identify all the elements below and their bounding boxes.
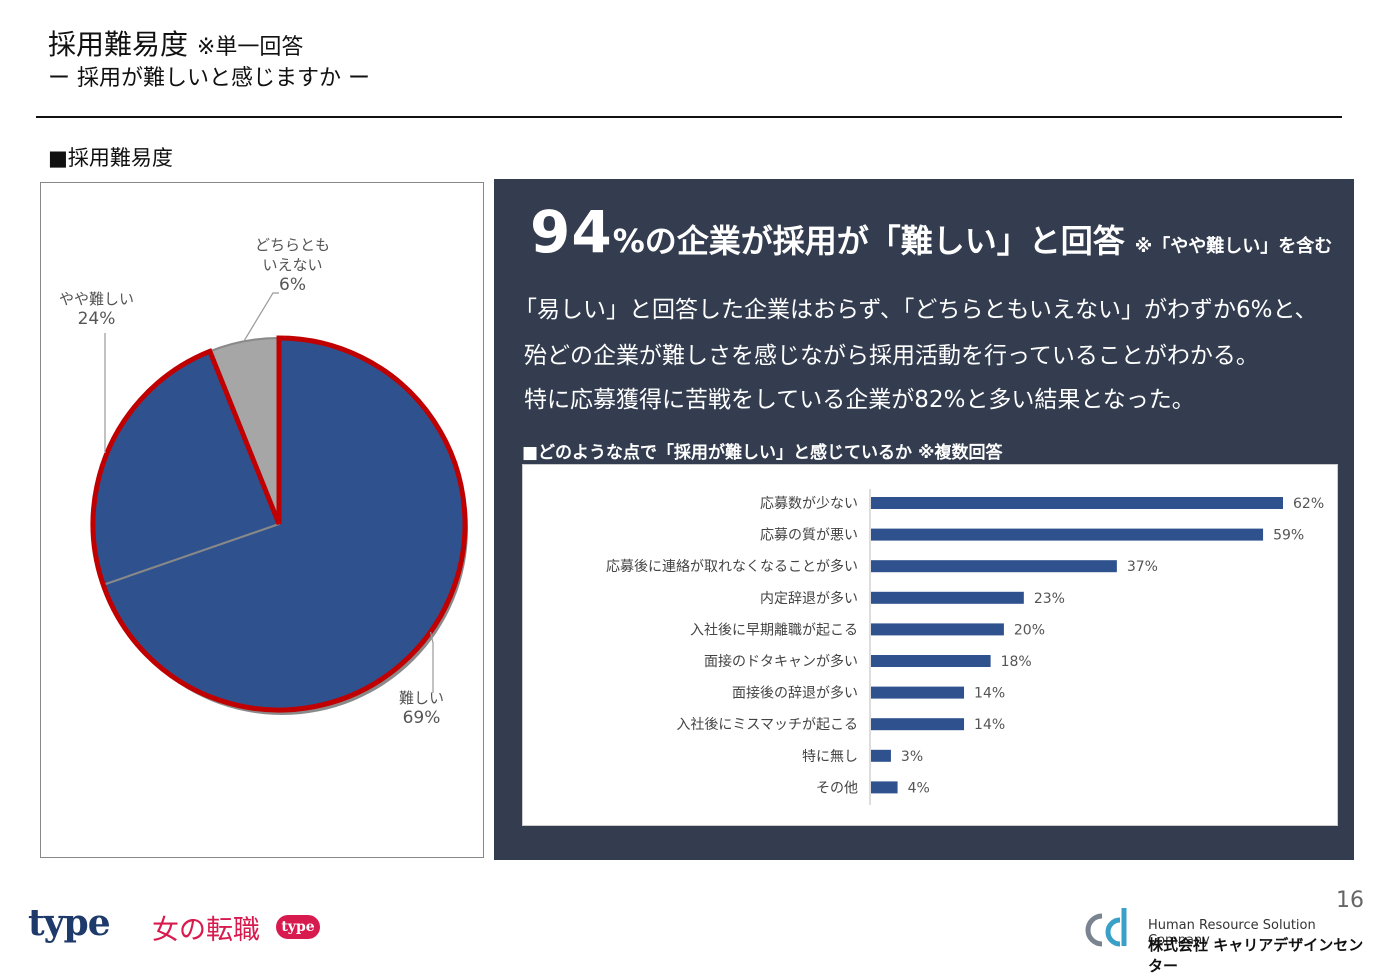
pie-label-difficult: 難しい 69% <box>399 688 444 728</box>
bar-category-label: 応募数が少ない <box>760 496 858 512</box>
cdc-japanese-name: 株式会社 キャリアデザインセンター <box>1148 936 1364 975</box>
bar-category-label: 応募後に連絡が取れなくなることが多い <box>606 558 858 575</box>
bar-value-label: 4% <box>908 780 930 796</box>
pie-chart <box>90 292 468 715</box>
cdc-logo-icon <box>1085 908 1127 947</box>
bar-2 <box>871 528 1264 541</box>
bar-4 <box>871 591 1024 604</box>
bar-8 <box>871 718 965 731</box>
bar-value-label: 37% <box>1127 559 1158 575</box>
page-title: 採用難易度 ※単一回答 <box>48 28 304 61</box>
pie-label-somewhat-difficult: やや難しい 24% <box>59 289 134 329</box>
bar-chart-panel: 応募数が少ない 62% 応募の質が悪い 59% 応募後に連絡が取れなくなることが多い 37… <box>522 464 1338 826</box>
page-number: 16 <box>1336 888 1364 913</box>
pie-label-neither: どちらとも いえない 6% <box>255 235 330 295</box>
bar-value-label: 23% <box>1034 591 1065 607</box>
bar-value-label: 62% <box>1293 496 1324 512</box>
pie-label-neither-line2: いえない <box>262 256 323 274</box>
pie-label-somewhat-name: やや難しい <box>59 290 135 308</box>
pie-label-difficult-pct: 69% <box>402 708 441 728</box>
bar-5 <box>871 623 1004 636</box>
bar-value-label: 20% <box>1014 622 1045 638</box>
body-line-2: 殆どの企業が難しさを感じながら採用活動を行っていることがわかる。 <box>524 343 1259 369</box>
title-note: ※単一回答 <box>196 35 304 60</box>
bar-category-label: 入社後に早期離職が起こる <box>690 621 858 638</box>
pie-label-difficult-name: 難しい <box>399 689 445 707</box>
headline-note: ※「やや難しい」を含む <box>1134 236 1333 257</box>
bar-1 <box>871 497 1283 509</box>
bar-chart-title: ■どのような点で「採用が難しい」と感じているか ※複数回答 <box>522 443 1003 463</box>
headline-number: 94 <box>530 198 613 266</box>
bar-6 <box>871 655 991 667</box>
pie-label-neither-line1: どちらとも <box>255 236 331 254</box>
cdc-english-name: Human Resource Solution Company <box>1148 918 1316 948</box>
header-divider <box>36 116 1342 118</box>
onna-type-badge: type <box>276 915 320 939</box>
pie-chart-panel: 難しい 69% やや難しい 24% どちらとも いえない 6% <box>40 182 484 858</box>
headline: 94%の企業が採用が「難しい」と回答 ※「やや難しい」を含む <box>530 198 1332 266</box>
bar-3 <box>871 560 1117 573</box>
bar-chart: 応募数が少ない 62% 応募の質が悪い 59% 応募後に連絡が取れなくなることが多い 37… <box>606 489 1324 805</box>
body-line-3: 特に応募獲得に苦戦をしている企業が82%と多い結果となった。 <box>524 387 1195 413</box>
bar-10 <box>871 781 898 794</box>
bar-7 <box>871 686 965 699</box>
bar-category-label: 内定辞退が多い <box>760 590 858 607</box>
pie-leader-difficult <box>429 631 434 693</box>
pie-highlight-outline <box>90 335 468 713</box>
pie-leader-neither <box>243 292 279 342</box>
bar-value-label: 59% <box>1273 528 1304 544</box>
bar-9 <box>871 749 891 762</box>
pie-label-somewhat-pct: 24% <box>77 309 116 329</box>
bar-value-label: 14% <box>974 686 1005 702</box>
type-logo: type <box>28 902 111 944</box>
bar-category-label: 応募の質が悪い <box>760 528 858 544</box>
bar-value-label: 18% <box>1001 654 1032 670</box>
body-line-1: 「易しい」と回答した企業はおらず、「どちらともいえない」がわずか6%と、 <box>514 297 1318 323</box>
bar-value-label: 14% <box>974 717 1005 733</box>
bar-category-label: 入社後にミスマッチが起こる <box>676 717 858 733</box>
page-subtitle: ー 採用が難しいと感じますか ー <box>48 66 370 91</box>
bar-value-label: 3% <box>901 749 923 765</box>
bar-category-label: その他 <box>816 780 858 796</box>
bar-category-label: 特に無し <box>802 749 858 765</box>
bar-category-label: 面接後の辞退が多い <box>732 685 858 702</box>
headline-text: %の企業が採用が「難しい」と回答 <box>612 222 1125 260</box>
bar-category-label: 面接のドタキャンが多い <box>704 653 858 670</box>
section-label: ■採用難易度 <box>48 146 173 170</box>
pie-label-neither-pct: 6% <box>279 275 306 295</box>
onna-no-tenshoku-logo: 女の転職 <box>152 915 260 946</box>
